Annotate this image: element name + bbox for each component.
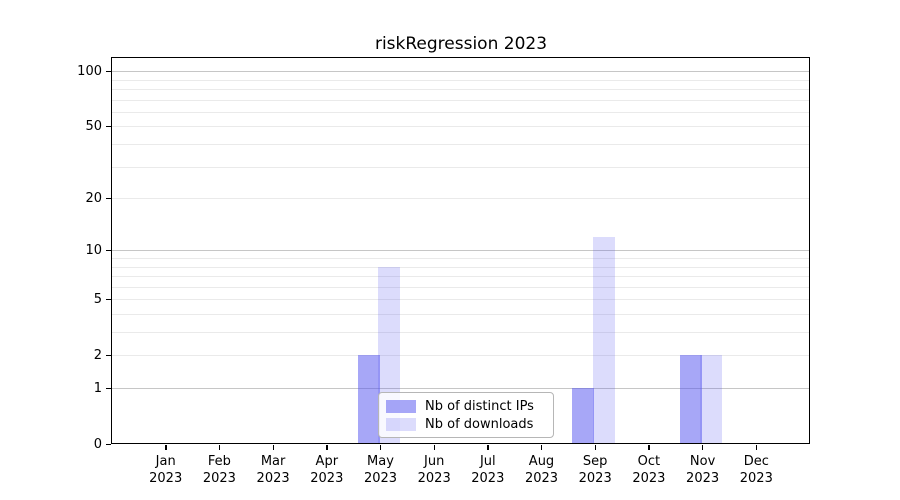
x-tick-label-nov: Nov 2023 [686,454,720,486]
bar-distinct-ips-nov [679,355,702,444]
bar-distinct-ips-may [357,355,380,444]
x-tick-label-feb: Feb 2023 [202,454,236,486]
y-tick-label-100: 100 [77,63,102,79]
y-tick-50 [106,125,111,128]
y-tick-label-10: 10 [85,242,102,258]
x-tick-jan [165,445,167,450]
x-tick-mar [272,445,274,450]
y-tick-label-20: 20 [85,190,102,206]
x-tick-label-jan: Jan 2023 [149,454,183,486]
legend-item-downloads: Nb of downloads [386,415,545,433]
y-tick-100 [106,70,111,73]
x-tick-label-may: May 2023 [363,454,398,486]
x-tick-label-apr: Apr 2023 [310,454,344,486]
legend-swatch-distinct-ips [386,399,416,413]
legend: Nb of distinct IPs Nb of downloads [378,392,554,438]
x-tick-nov [702,445,704,450]
y-tick-label-5: 5 [93,291,102,307]
y-tick-20 [106,197,111,199]
x-tick-aug [541,445,543,450]
bar-downloads-nov [700,355,723,444]
x-tick-sep [594,445,597,450]
x-tick-label-oct: Oct 2023 [632,454,666,486]
chart-title: riskRegression 2023 [374,34,548,54]
x-tick-label-jul: Jul 2023 [471,454,505,486]
y-tick-label-1: 1 [93,380,102,396]
y-tick-label-50: 50 [85,118,102,134]
legend-label-downloads: Nb of downloads [425,416,534,432]
legend-swatch-downloads [386,417,416,431]
x-tick-may [380,445,382,450]
legend-item-distinct-ips: Nb of distinct IPs [386,397,545,415]
bar-distinct-ips-sep [572,388,595,444]
y-tick-2 [106,354,111,357]
x-tick-feb [218,445,221,450]
x-tick-label-jun: Jun 2023 [417,454,451,486]
x-tick-oct [648,445,650,450]
x-tick-label-mar: Mar 2023 [256,454,290,486]
y-tick-label-0: 0 [93,436,102,452]
y-tick-label-2: 2 [93,347,102,363]
x-tick-label-dec: Dec 2023 [739,454,773,486]
bar-downloads-sep [592,236,615,444]
y-tick-0 [106,443,111,445]
x-tick-label-aug: Aug 2023 [524,454,559,486]
y-tick-10 [106,249,111,252]
y-tick-5 [106,298,111,301]
x-tick-label-sep: Sep 2023 [578,454,612,486]
x-tick-jul [487,445,489,450]
x-tick-apr [326,445,328,450]
x-tick-dec [755,445,758,450]
y-tick-1 [106,387,111,389]
legend-label-distinct-ips: Nb of distinct IPs [425,398,534,414]
x-tick-jun [433,445,436,450]
